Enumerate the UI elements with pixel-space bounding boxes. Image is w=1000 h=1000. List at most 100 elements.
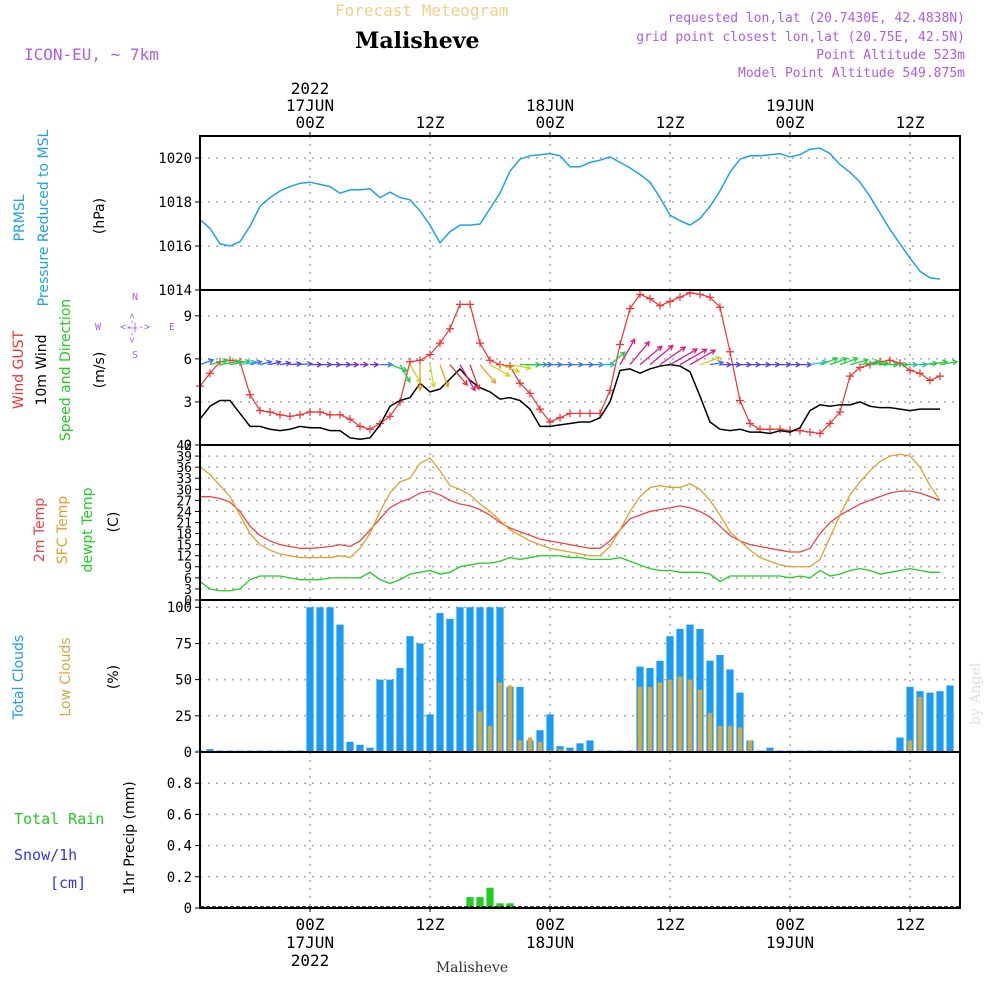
- total-cloud-bar: [326, 607, 334, 752]
- rain-bar: [466, 897, 474, 908]
- x-label-bottom: 2022: [291, 951, 330, 970]
- gust-marker: [546, 418, 554, 427]
- wind-direction-arrow: [279, 360, 292, 367]
- gust-marker: [926, 376, 934, 385]
- x-label-bottom: 00Z: [296, 915, 325, 934]
- wind-direction-arrow: [849, 358, 870, 366]
- temp-2m-line: [200, 490, 941, 553]
- gust-marker: [346, 415, 354, 424]
- gust-marker: [706, 293, 714, 302]
- wind-direction-arrow: [439, 364, 450, 389]
- gust-marker: [576, 409, 584, 418]
- y-tick-label: 1016: [158, 239, 192, 255]
- wind-direction-arrow: [819, 356, 839, 366]
- total-cloud-bar: [386, 679, 394, 752]
- wind-direction-arrow: [399, 364, 411, 384]
- total-cloud-bar: [376, 679, 384, 752]
- total-cloud-bar: [436, 613, 444, 752]
- gust-marker: [406, 357, 414, 366]
- gust-marker: [696, 290, 704, 299]
- gust-marker: [636, 290, 644, 299]
- info-point-altitude: Point Altitude 523m: [816, 48, 965, 63]
- total-cloud-bar: [546, 714, 554, 752]
- y-tick-label: 21: [176, 517, 192, 532]
- wind-direction-arrow: [389, 364, 409, 373]
- y-tick-label: 6: [184, 572, 192, 587]
- gust-marker: [836, 407, 844, 416]
- panel-frame: [199, 599, 961, 753]
- gust-marker: [466, 300, 474, 309]
- total-cloud-bar: [426, 714, 434, 752]
- wind-direction-arrow: [780, 361, 792, 368]
- x-label-top: 12Z: [656, 113, 685, 132]
- compass-n: N: [132, 292, 138, 303]
- low-cloud-bar: [507, 685, 513, 752]
- y-tick-label: 18: [176, 528, 192, 543]
- rain-bar: [496, 903, 504, 908]
- low-cloud-bar: [747, 740, 753, 752]
- temp-dewpt-line: [199, 555, 940, 592]
- wind-direction-arrow: [449, 364, 469, 387]
- low-cloud-bar: [737, 727, 743, 752]
- wind-direction-arrow: [829, 357, 849, 366]
- gust-marker: [856, 363, 864, 372]
- gust-marker: [206, 369, 214, 378]
- wind-direction-arrow: [790, 361, 802, 368]
- compass-w: W: [95, 322, 102, 333]
- low-cloud-bar: [677, 676, 683, 752]
- gust-marker: [306, 407, 314, 416]
- wind-direction-arrow: [689, 349, 717, 366]
- low-cloud-bar: [717, 725, 723, 752]
- low-cloud-bar: [667, 679, 673, 752]
- info-gridpoint: grid point closest lon,lat (20.75E, 42.5…: [636, 30, 965, 45]
- total-cloud-bar: [346, 741, 354, 752]
- x-label-top: 00Z: [536, 113, 565, 132]
- gust-marker: [336, 410, 344, 419]
- gust-marker: [656, 301, 664, 310]
- gust-marker: [256, 406, 264, 415]
- y-tick-label: 6: [184, 352, 192, 368]
- low-cloud-bar: [647, 686, 653, 752]
- gust-marker: [426, 350, 434, 359]
- y-tick-label: 0: [184, 438, 192, 454]
- total-cloud-bar: [706, 660, 714, 752]
- gust-marker: [366, 425, 374, 434]
- gust-marker: [916, 369, 924, 378]
- total-cloud-bar: [946, 685, 954, 752]
- gust-marker: [616, 340, 624, 349]
- gust-marker: [446, 324, 454, 333]
- gust-marker: [716, 303, 724, 312]
- rain-bar: [506, 903, 514, 908]
- label-total-clouds: Total Clouds: [11, 635, 27, 720]
- y-tick-label: 15: [176, 539, 192, 554]
- wind-direction-arrow: [370, 361, 380, 368]
- wind-direction-arrow: [859, 359, 881, 366]
- y-tick-label: 12: [176, 550, 192, 565]
- y-tick-label: 0.8: [167, 776, 192, 792]
- total-cloud-bar: [456, 607, 464, 752]
- low-cloud-bar: [497, 682, 503, 752]
- y-tick-label: 1020: [158, 151, 192, 167]
- total-cloud-bar: [396, 668, 404, 752]
- wind-direction-arrow: [340, 361, 352, 368]
- gust-marker: [766, 425, 774, 434]
- low-cloud-bar: [687, 679, 693, 752]
- y-tick-label: 9: [184, 561, 192, 576]
- gust-marker: [666, 297, 674, 306]
- wind-direction-arrow: [699, 355, 722, 366]
- info-model-altitude: Model Point Altitude 549.875m: [738, 66, 965, 81]
- label-snow-unit: [cm]: [50, 874, 86, 892]
- total-cloud-bar: [306, 607, 314, 752]
- gust-marker: [746, 419, 754, 428]
- x-label-top: 00Z: [296, 113, 325, 132]
- total-cloud-bar: [486, 607, 494, 752]
- total-cloud-bar: [356, 744, 364, 752]
- y-tick-label: 1014: [158, 283, 192, 299]
- gust-marker: [526, 389, 534, 398]
- total-cloud-bar: [586, 740, 594, 752]
- compass-ns-arrow: <-|->: [127, 313, 138, 343]
- total-cloud-bar: [206, 749, 214, 752]
- x-label-bottom: 17JUN: [286, 933, 334, 952]
- gust-marker: [416, 356, 424, 365]
- rain-bar: [476, 897, 484, 908]
